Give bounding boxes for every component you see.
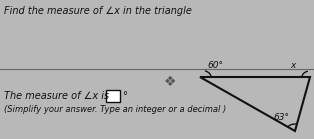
Text: °: ° bbox=[122, 91, 127, 101]
Text: The measure of ∠x is: The measure of ∠x is bbox=[4, 91, 109, 101]
Text: Find the measure of ∠x in the triangle: Find the measure of ∠x in the triangle bbox=[4, 6, 192, 16]
FancyBboxPatch shape bbox=[106, 90, 120, 102]
Text: 60°: 60° bbox=[207, 60, 223, 70]
Text: ❖: ❖ bbox=[164, 75, 176, 89]
Text: 63°: 63° bbox=[273, 112, 289, 121]
Text: (Simplify your answer. Type an integer or a decimal ): (Simplify your answer. Type an integer o… bbox=[4, 105, 226, 114]
Text: x: x bbox=[290, 61, 296, 70]
